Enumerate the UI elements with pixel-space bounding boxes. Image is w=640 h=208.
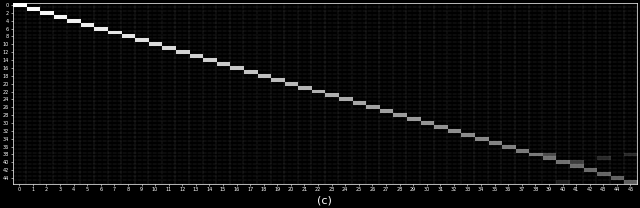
X-axis label: (c): (c): [317, 195, 332, 205]
